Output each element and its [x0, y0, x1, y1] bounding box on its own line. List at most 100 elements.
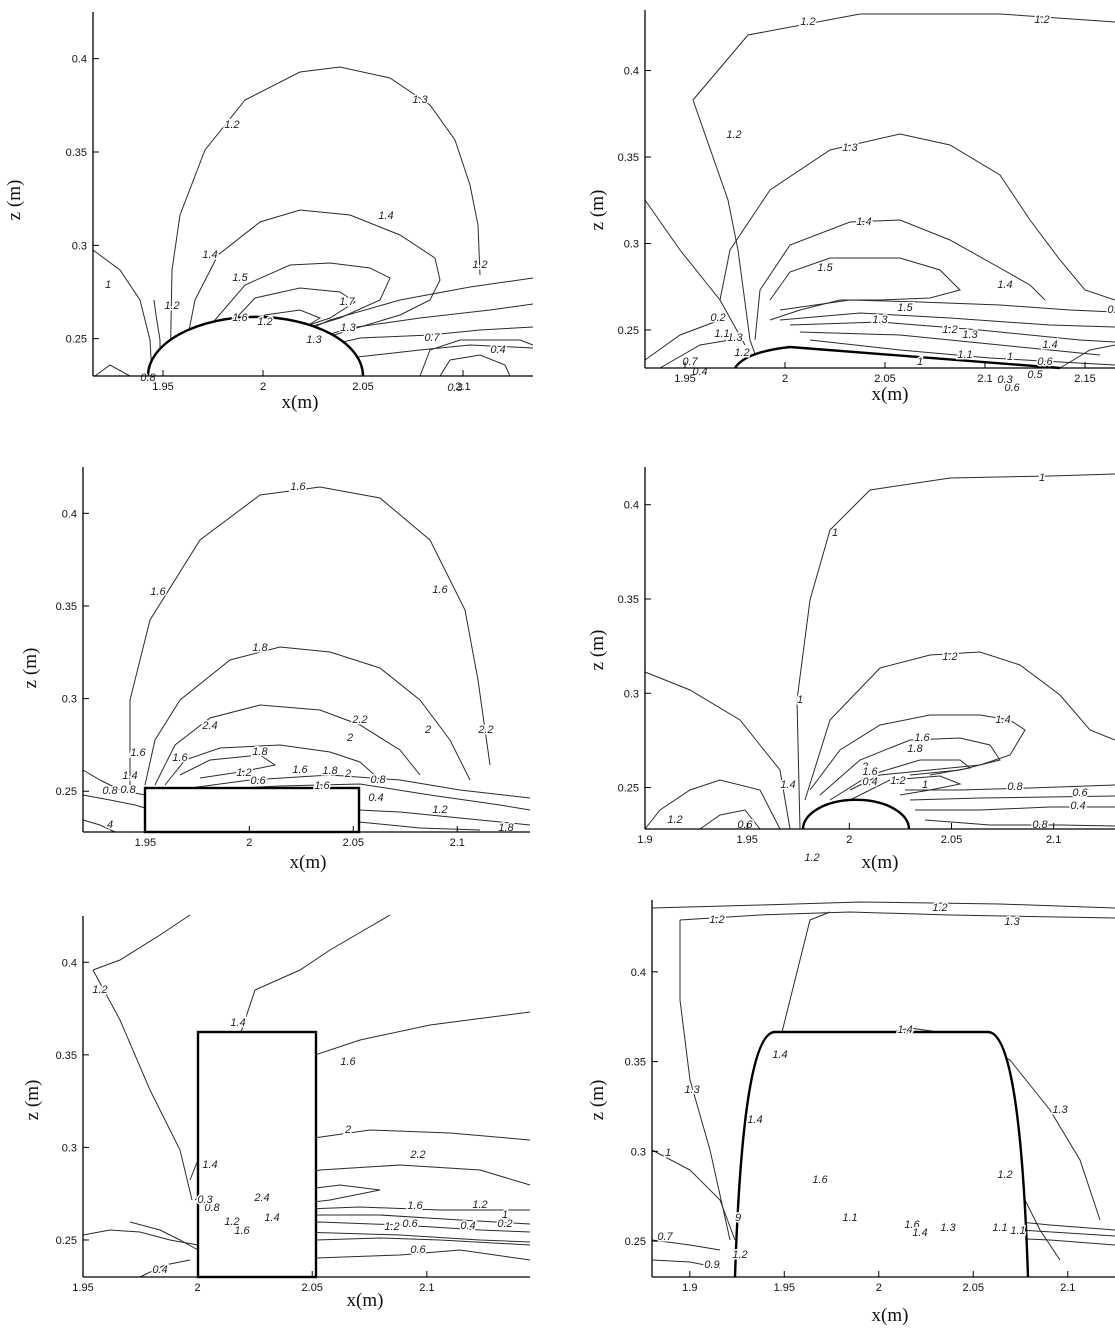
- contour-level-label: 1.4: [995, 714, 1010, 726]
- contour-line: [92, 249, 153, 377]
- contour-level-label: 1.3: [340, 322, 356, 334]
- contour-level-label: 1.4: [897, 1024, 912, 1036]
- contour-level-label: 2: [861, 761, 868, 773]
- contour-line: [358, 821, 481, 831]
- contour-level-label: 1.3: [962, 329, 978, 341]
- contour-line: [92, 914, 191, 971]
- contour-line: [644, 319, 721, 361]
- contour-level-label: 1: [502, 1209, 508, 1221]
- contour-level-label: 1.6: [232, 312, 248, 324]
- contour-level-label: 1.2: [236, 767, 251, 779]
- contour-level-label: 2.2: [351, 714, 367, 726]
- contour-level-label: 1.2: [732, 1249, 747, 1261]
- contour-level-label: 1.2: [667, 814, 682, 826]
- contour-line: [809, 339, 1115, 366]
- contour-level-label: 0.4: [152, 1264, 167, 1276]
- contour-level-label: 0.3: [997, 374, 1013, 386]
- contour-line: [199, 783, 531, 811]
- contour-line: [651, 1149, 736, 1241]
- x-tick-label: 2: [195, 1282, 201, 1294]
- contour-level-label: 1.1: [714, 328, 729, 340]
- contour-line: [644, 779, 781, 830]
- contour-level-label: 2: [424, 724, 431, 736]
- contour-level-label: 1.6: [340, 1056, 356, 1068]
- y-tick-label: 0.35: [625, 1057, 646, 1069]
- contour-level-label: 0.6: [1004, 382, 1020, 394]
- x-tick-label: 2.05: [963, 1282, 984, 1294]
- contour-line: [651, 901, 1115, 909]
- contour-level-label: 0.3: [447, 382, 463, 394]
- x-tick-label: 2.1: [455, 381, 470, 393]
- contour-line: [144, 646, 471, 786]
- x-tick-label: 2.1: [1060, 1282, 1075, 1294]
- contour-line: [439, 354, 511, 377]
- contour-level-label: 1.4: [122, 770, 137, 782]
- contour-level-label: 9: [735, 1212, 741, 1224]
- contour-level-label: 1.4: [747, 1114, 762, 1126]
- contour-level-label: 1.1: [992, 1222, 1007, 1234]
- x-axis-label: x(m): [282, 392, 319, 413]
- contour-line: [189, 774, 531, 799]
- contour-line: [82, 794, 146, 809]
- contour-level-label: 1.3: [727, 332, 743, 344]
- y-tick-label: 0.3: [631, 1146, 646, 1158]
- contour-line: [679, 920, 731, 1241]
- x-tick-label: 2.05: [343, 837, 364, 849]
- contour-line: [804, 651, 1115, 801]
- contour-level-label: 1.3: [306, 334, 322, 346]
- contour-line: [799, 331, 1101, 356]
- x-tick-label: 1.95: [736, 834, 757, 846]
- contour-level-label: 1.1: [957, 349, 972, 361]
- contour-level-label: 0.7: [657, 1231, 673, 1243]
- x-tick-label: 2: [846, 834, 852, 846]
- contour-level-label: 2.2: [477, 724, 493, 736]
- contour-level-label: 0.8: [204, 1202, 220, 1214]
- y-tick-label: 0.4: [624, 500, 639, 512]
- y-tick-label: 0.25: [618, 325, 639, 337]
- contour-level-label: 0.7: [424, 332, 440, 344]
- contour-line: [699, 809, 761, 830]
- y-axis-label: z (m): [587, 1080, 608, 1121]
- contour-level-label: 1.6: [407, 1200, 423, 1212]
- x-tick-label: 2: [876, 1282, 882, 1294]
- y-tick-label: 0.4: [624, 66, 639, 78]
- contour-level-label: 1.5: [232, 272, 248, 284]
- contour-level-label: 1.2: [472, 1199, 487, 1211]
- contour-level-label: 1.2: [942, 324, 957, 336]
- x-tick-label: 2.05: [941, 834, 962, 846]
- x-tick-label: 1.9: [637, 834, 652, 846]
- contour-line: [651, 1239, 721, 1251]
- contour-level-label: 1.6: [150, 586, 166, 598]
- contour-level-label: 1.8: [252, 642, 268, 654]
- contour-level-label: 1.4: [856, 216, 871, 228]
- contour-level-label: 2.2: [409, 1149, 425, 1161]
- y-tick-label: 0.3: [624, 238, 639, 250]
- contour-level-label: 0.4: [490, 344, 505, 356]
- contour-line: [129, 1221, 199, 1251]
- contour-level-label: 1.4: [230, 1017, 245, 1029]
- contour-level-label: 1.2: [800, 16, 815, 28]
- contour-level-label: 1.2: [224, 1216, 239, 1228]
- contour-level-label: 1.4: [780, 779, 795, 791]
- contour-level-label: 1: [105, 279, 111, 291]
- x-tick-label: 2: [782, 373, 788, 385]
- y-tick-label: 0.3: [624, 688, 639, 700]
- contour-level-label: 1: [922, 779, 928, 791]
- contour-level-label: 1.8: [907, 743, 923, 755]
- contour-level-label: 1: [917, 356, 923, 368]
- contour-level-label: 0.8: [102, 785, 118, 797]
- contour-line: [82, 819, 116, 833]
- panel-2: 1.2 1.21.21.31.41.51.51.31.21.41.110.60.5…: [587, 10, 1115, 405]
- y-tick-label: 0.4: [631, 967, 646, 979]
- panel-3: 1.61.6 1.61.82 2.22.4 2.221.81.61.20.61.6 1.…: [20, 467, 531, 873]
- contour-level-label: 0.7: [682, 356, 698, 368]
- panel-1: 1.2 1.3 1.4 1.5 1.6 1.7 1.2 1.3 1.4 1 0.8 0.7 0.4 0.3…: [4, 12, 534, 413]
- contour-level-label: 1.6: [432, 584, 448, 596]
- contour-level-label: 0.4: [1070, 800, 1085, 812]
- contour-level-label: 1.3: [842, 142, 858, 154]
- obstacle-rounded-rectangle: [733, 1030, 1030, 1278]
- contour-line: [651, 1259, 721, 1269]
- contour-level-label: 0.2: [497, 1218, 512, 1230]
- contour-line: [329, 344, 534, 361]
